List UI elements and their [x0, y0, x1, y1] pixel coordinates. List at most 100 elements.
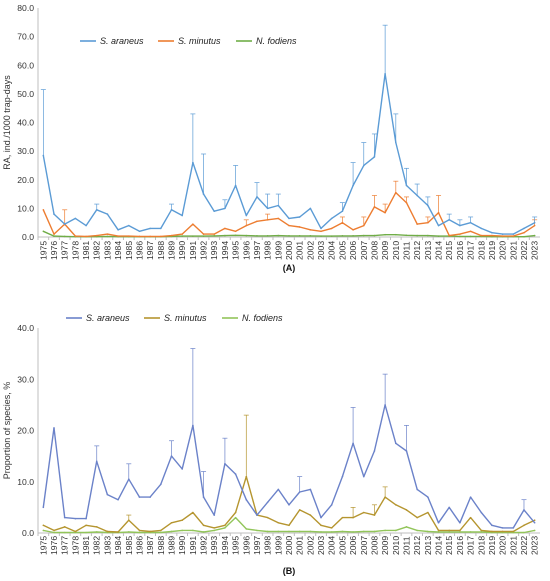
- data-point: [469, 221, 472, 224]
- data-point: [395, 529, 397, 532]
- data-point: [437, 521, 440, 524]
- x-tick-label: 2015: [444, 536, 454, 555]
- data-point: [373, 530, 376, 533]
- data-point: [42, 524, 45, 527]
- data-point: [213, 233, 216, 235]
- x-tick-label: 2003: [316, 536, 326, 555]
- data-point: [298, 235, 301, 237]
- data-point: [266, 219, 269, 221]
- x-tick-label: 2001: [295, 241, 305, 260]
- x-tick-label: 1984: [113, 241, 123, 260]
- x-tick-label: 2005: [337, 536, 347, 555]
- data-point: [427, 530, 429, 533]
- data-point: [362, 530, 365, 533]
- data-point: [384, 211, 386, 214]
- data-point: [170, 234, 173, 237]
- data-point: [202, 496, 205, 498]
- data-point: [245, 234, 248, 237]
- data-point: [533, 521, 536, 524]
- x-tick-label: 2021: [508, 241, 518, 260]
- data-point: [192, 235, 194, 237]
- data-point: [373, 450, 376, 452]
- data-point: [85, 517, 87, 520]
- x-tick-label: 2017: [466, 241, 476, 260]
- data-point: [277, 234, 280, 237]
- data-point: [170, 209, 173, 211]
- x-tick-label: 2008: [369, 536, 379, 555]
- data-point: [106, 213, 109, 215]
- data-point: [42, 506, 45, 509]
- x-tick-label: 2004: [327, 536, 337, 555]
- data-point: [512, 233, 515, 235]
- data-point: [277, 217, 280, 220]
- data-point: [384, 529, 386, 532]
- y-tick-label: 10.0: [17, 203, 34, 213]
- x-tick-label: 2005: [337, 241, 347, 260]
- data-point: [127, 235, 130, 237]
- data-point: [362, 234, 365, 237]
- x-tick-label: 2023: [530, 241, 540, 260]
- data-point: [138, 531, 141, 534]
- data-point: [491, 530, 493, 533]
- data-point: [266, 530, 269, 533]
- data-point: [416, 516, 418, 519]
- data-point: [266, 235, 269, 237]
- x-tick-label: 1982: [92, 241, 102, 260]
- data-point: [74, 517, 77, 520]
- data-point: [405, 509, 408, 511]
- data-point: [53, 233, 55, 235]
- data-point: [74, 217, 77, 220]
- data-point: [298, 216, 301, 218]
- x-tick-label: 1981: [81, 241, 91, 260]
- data-point: [245, 475, 248, 478]
- y-tick-label: 50.0: [17, 89, 34, 99]
- data-point: [501, 235, 504, 237]
- data-point: [53, 531, 55, 534]
- data-point: [330, 235, 333, 237]
- x-tick-label: 1996: [241, 536, 251, 555]
- series-line: [42, 191, 536, 238]
- data-point: [309, 207, 312, 210]
- data-point: [74, 530, 77, 533]
- x-tick-label: 1989: [167, 241, 177, 260]
- data-point: [213, 514, 216, 516]
- data-point: [95, 209, 98, 211]
- data-point: [523, 524, 525, 527]
- data-point: [352, 229, 354, 231]
- data-point: [448, 529, 451, 532]
- data-point: [341, 475, 344, 478]
- legend-entry: N. fodiens: [242, 313, 283, 323]
- x-tick-label: 2016: [455, 241, 465, 260]
- data-point: [234, 516, 237, 519]
- data-point: [192, 529, 194, 532]
- x-tick-label: 2007: [359, 536, 369, 555]
- data-point: [512, 235, 515, 237]
- data-point: [480, 511, 483, 514]
- x-tick-label: 2009: [380, 241, 390, 260]
- x-tick-label: 1998: [263, 536, 273, 555]
- legend-entry: S. araneus: [86, 313, 130, 323]
- x-tick-label: 1990: [177, 536, 187, 555]
- data-point: [480, 227, 483, 230]
- y-tick-label: 60.0: [17, 60, 34, 70]
- data-point: [320, 230, 322, 233]
- data-point: [341, 235, 344, 237]
- x-tick-label: 2000: [284, 241, 294, 260]
- series-line: [42, 73, 536, 235]
- data-point: [245, 528, 248, 530]
- data-point: [437, 211, 440, 214]
- x-tick-label: 1999: [273, 536, 283, 555]
- x-tick-label: 1990: [177, 241, 187, 260]
- data-point: [127, 531, 130, 533]
- x-tick-label: 2011: [401, 536, 411, 555]
- x-tick-label: 1989: [167, 536, 177, 555]
- panel-label: (A): [283, 263, 296, 273]
- x-tick-label: 1976: [49, 536, 59, 555]
- x-tick-label: 2012: [412, 536, 422, 555]
- data-point: [362, 224, 365, 227]
- data-point: [181, 529, 183, 532]
- data-point: [42, 230, 45, 233]
- data-point: [192, 424, 194, 427]
- data-point: [309, 235, 312, 237]
